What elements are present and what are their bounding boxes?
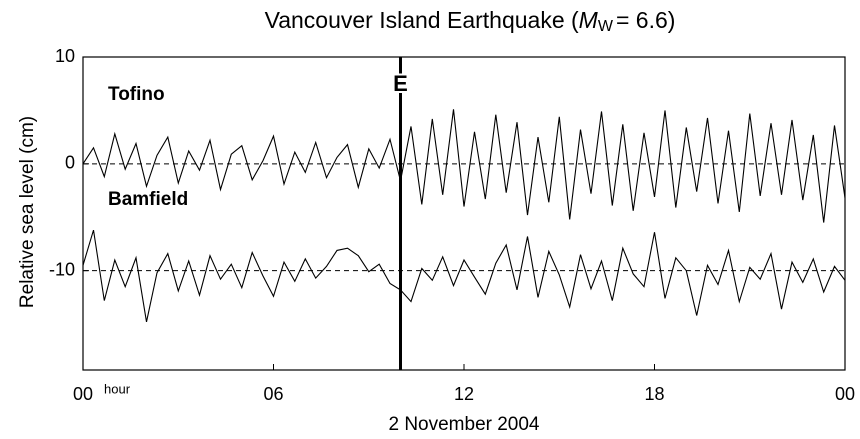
- title-symbol: M: [579, 7, 599, 33]
- y-axis-label: Relative sea level (cm): [17, 116, 38, 308]
- plot-frame: [82, 56, 846, 371]
- x-unit-label: hour: [104, 381, 131, 396]
- x-tick-label: 00: [835, 384, 855, 404]
- x-tick-label: 06: [263, 384, 283, 404]
- x-tick-label: 18: [644, 384, 664, 404]
- series-label: Tofino: [108, 84, 165, 105]
- title-text: Vancouver Island Earthquake (: [265, 7, 579, 33]
- y-tick-label: 10: [55, 46, 75, 66]
- event-label: E: [393, 71, 408, 96]
- chart-title: Vancouver Island Earthquake (MW = 6.6): [265, 7, 676, 35]
- title-subscript: W: [598, 18, 614, 35]
- series-line: [82, 229, 846, 323]
- title-text: = 6.6): [616, 7, 675, 33]
- x-axis-label: 2 November 2004: [388, 414, 539, 435]
- series-line: [82, 109, 846, 223]
- x-tick-label: 00: [73, 384, 93, 404]
- series-label: Bamfield: [108, 189, 188, 210]
- x-tick-label: 12: [454, 384, 474, 404]
- y-tick-label: -10: [49, 259, 75, 279]
- y-tick-label: 0: [65, 153, 75, 173]
